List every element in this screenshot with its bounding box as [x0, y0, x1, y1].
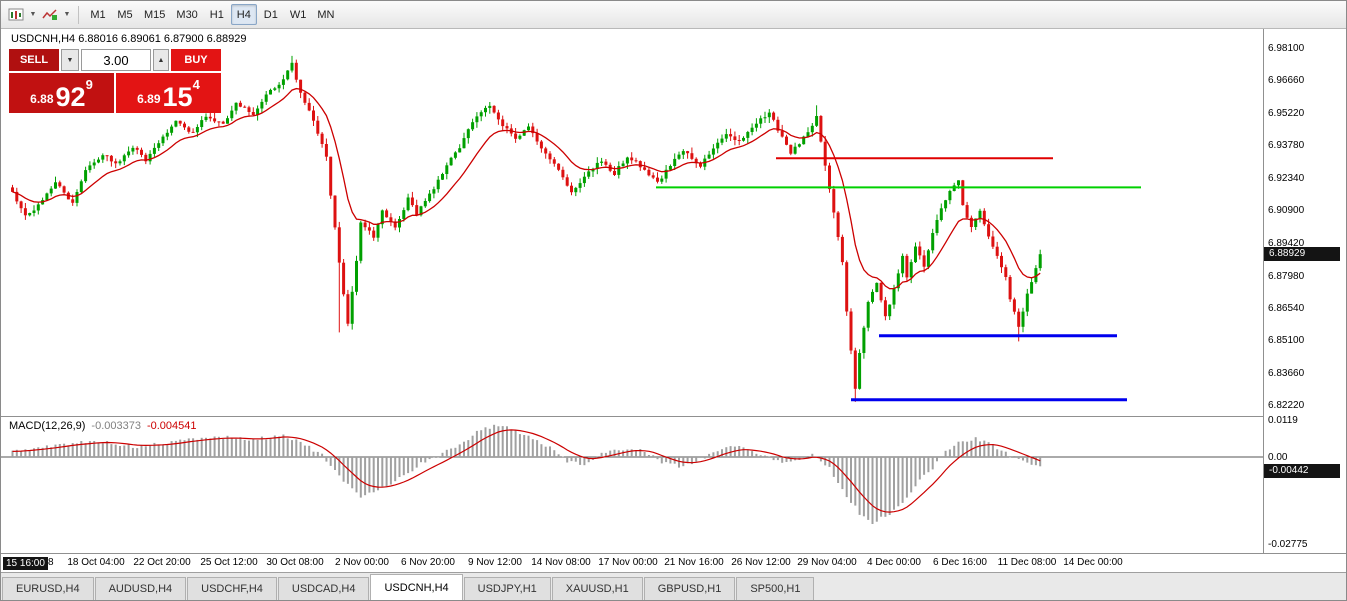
trade-panel-controls: SELL ▼ 3.00 ▲ BUY [9, 49, 221, 71]
chart-type-dropdown-icon[interactable]: ▼ [29, 11, 37, 18]
sell-price-prefix: 6.88 [30, 92, 54, 106]
toolbar-separator [78, 5, 79, 24]
timeframe-button-m1[interactable]: M1 [90, 8, 106, 21]
toolbar: ▼ ▼ M1 M5 M15 M30 H1 H4 D1 W1 MN [1, 1, 1346, 29]
buy-price-prefix: 6.89 [137, 92, 161, 106]
buy-price-big: 15 [162, 82, 193, 113]
sell-price-big: 92 [55, 82, 86, 113]
timeframe-button-mn[interactable]: MN [317, 8, 335, 21]
tab-audusd-h4[interactable]: AUDUSD,H4 [94, 577, 187, 600]
symbol-tabbar: EURUSD,H4 AUDUSD,H4 USDCHF,H4 USDCAD,H4 USDC… [1, 572, 1346, 600]
chart-type-icon[interactable] [4, 4, 28, 26]
macd-value-badge: -0.00442 [1264, 463, 1340, 478]
sell-price-pip: 9 [85, 77, 93, 92]
timeframe-button-m15[interactable]: M15 [144, 8, 166, 21]
buy-price-pip: 4 [192, 77, 200, 92]
tab-eurusd-h4[interactable]: EURUSD,H4 [2, 577, 94, 600]
volume-dropdown-button[interactable]: ▼ [61, 49, 79, 71]
macd-indicator-label: MACD(12,26,9) -0.003373 -0.004541 [9, 420, 197, 432]
volume-increase-button[interactable]: ▲ [153, 49, 169, 71]
macd-name: MACD(12,26,9) [9, 420, 86, 432]
indicator-dropdown-icon[interactable]: ▼ [63, 11, 71, 18]
one-click-trade-panel: SELL ▼ 3.00 ▲ BUY 6.88 92 9 6.89 15 4 [9, 49, 221, 113]
tab-usdcnh-h4[interactable]: USDCNH,H4 [370, 574, 463, 600]
tab-xauusd-h1[interactable]: XAUUSD,H1 [551, 577, 643, 600]
sell-button[interactable]: SELL [9, 49, 59, 71]
timeframe-button-h4[interactable]: H4 [230, 4, 257, 25]
tab-sp500-h1[interactable]: SP500,H1 [736, 577, 815, 600]
buy-price-display[interactable]: 6.89 15 4 [116, 73, 221, 113]
indicator-list-icon[interactable] [38, 4, 62, 26]
tab-usdchf-h4[interactable]: USDCHF,H4 [187, 577, 277, 600]
tab-usdjpy-h1[interactable]: USDJPY,H1 [463, 577, 551, 600]
timeframe-button-m30[interactable]: M30 [176, 8, 198, 21]
timeframe-button-d1[interactable]: D1 [263, 8, 278, 21]
volume-input[interactable]: 3.00 [81, 49, 151, 71]
timeframe-group: M1 M5 M15 M30 H1 H4 D1 W1 MN [85, 4, 339, 25]
tab-gbpusd-h1[interactable]: GBPUSD,H1 [643, 577, 736, 600]
timeframe-button-w1[interactable]: W1 [289, 8, 307, 21]
tab-usdcad-h4[interactable]: USDCAD,H4 [277, 577, 370, 600]
trade-panel-prices: 6.88 92 9 6.89 15 4 [9, 73, 221, 113]
timeframe-button-m5[interactable]: M5 [117, 8, 133, 21]
timeframe-button-h1[interactable]: H1 [209, 8, 224, 21]
macd-signal-value: -0.004541 [146, 420, 197, 432]
sell-price-display[interactable]: 6.88 92 9 [9, 73, 114, 113]
macd-main-value: -0.003373 [91, 420, 141, 432]
chart-ohlc-header: USDCNH,H4 6.88016 6.89061 6.87900 6.8892… [11, 33, 247, 45]
buy-button[interactable]: BUY [171, 49, 221, 71]
current-price-badge: 6.88929 [1264, 247, 1340, 262]
